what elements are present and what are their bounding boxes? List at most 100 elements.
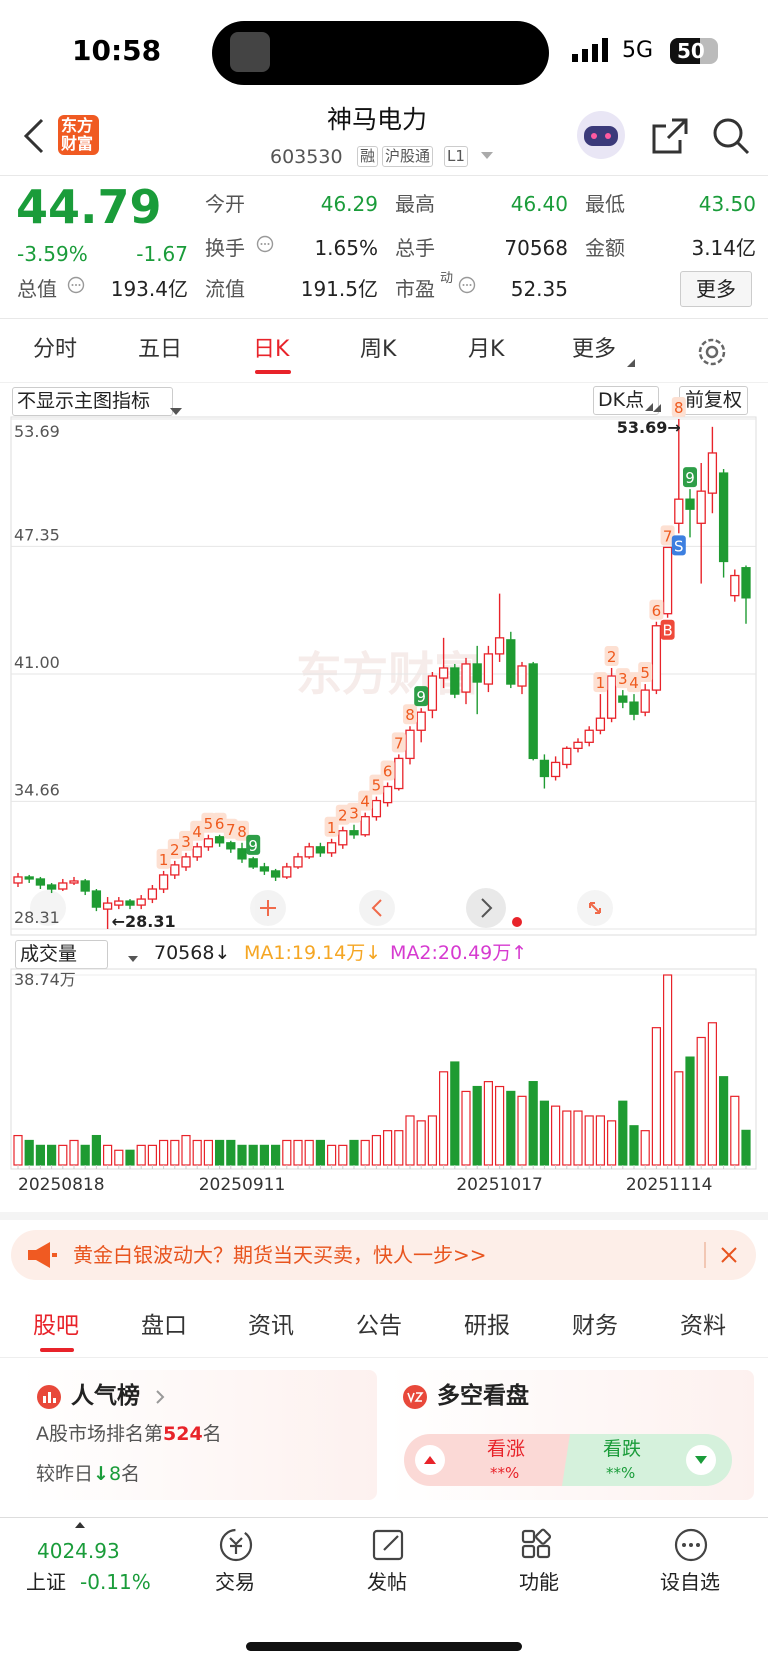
candle-body (282, 866, 292, 878)
candle-body (326, 842, 337, 854)
signal-label: 1 (327, 819, 337, 837)
volume-bar (293, 1139, 303, 1166)
signal-box (380, 760, 395, 781)
candle-body (584, 729, 594, 743)
volume-bar (371, 1134, 381, 1166)
adjust-button[interactable]: 前复权 (679, 386, 749, 415)
info-icon[interactable] (458, 276, 476, 294)
candle-body (125, 900, 135, 906)
news-tab[interactable]: 资料 (680, 1313, 726, 1339)
chart-tab[interactable]: 周K (360, 337, 397, 362)
field-label: 市盈 (395, 277, 435, 301)
signal-box (190, 820, 205, 841)
volume-bar (159, 1139, 169, 1166)
price: 44.79 (16, 180, 162, 234)
candle-body (550, 761, 561, 778)
settings-button[interactable] (696, 336, 728, 368)
candle-body (651, 625, 662, 691)
signal-label: 3 (349, 805, 359, 823)
candle-body (629, 701, 639, 715)
candle-body (338, 830, 348, 846)
signal-label: 5 (372, 777, 382, 795)
volume-bar (506, 1090, 516, 1166)
news-tab[interactable]: 研报 (464, 1313, 510, 1339)
chart-tab[interactable]: 更多 (572, 337, 617, 362)
info-icon[interactable] (67, 276, 85, 294)
volume-bar (102, 1144, 113, 1166)
candle-body (315, 846, 326, 854)
signal-box (638, 662, 653, 683)
y-tick-label: 28.31 (14, 908, 60, 927)
candle-body (707, 452, 718, 494)
clock: 10:58 (72, 34, 162, 67)
info-icon[interactable] (256, 235, 274, 253)
y-tick-label: 47.35 (14, 525, 60, 544)
nav-item[interactable]: 设自选 (660, 1570, 720, 1594)
ad-close[interactable] (700, 1240, 750, 1270)
ad-banner[interactable] (11, 1230, 756, 1280)
volume-bar (741, 1129, 751, 1166)
news-tab[interactable]: 公告 (356, 1313, 402, 1339)
search-button[interactable] (711, 116, 751, 156)
bear-pct: **% (606, 1464, 636, 1482)
stock-code: 603530 (270, 146, 343, 168)
logo-text: 东方 (61, 116, 94, 135)
extreme-label: ←28.31 (112, 912, 176, 931)
chart-tab[interactable]: 分时 (33, 337, 78, 362)
index-name: 上证 (26, 1570, 66, 1594)
volume-bar (427, 1115, 437, 1166)
volume-bar (483, 1081, 493, 1166)
dropdown[interactable] (480, 150, 494, 160)
candle-body (158, 874, 169, 890)
chart-tab[interactable]: 月K (468, 337, 505, 362)
candle-body (730, 574, 740, 597)
vote-icon (403, 1385, 427, 1409)
news-tab[interactable]: 资讯 (248, 1313, 294, 1339)
share-button[interactable] (650, 116, 690, 156)
signal-box (246, 834, 261, 855)
separator (0, 1212, 768, 1220)
rank-prefix: A股市场排名第 (36, 1423, 163, 1445)
signal-box (179, 830, 193, 851)
robot-avatar[interactable] (574, 110, 628, 160)
volume-bar (662, 974, 673, 1166)
signal-label: 4 (360, 793, 370, 811)
change-arrow: ↓ (93, 1463, 109, 1485)
back-button[interactable] (22, 118, 48, 154)
volume-bar (35, 1144, 46, 1166)
signal-box (391, 732, 406, 753)
candle-body (371, 799, 382, 818)
signal-label: 9 (416, 688, 426, 706)
news-tab[interactable]: 财务 (572, 1313, 618, 1339)
change-line: 较昨日↓8名 (36, 1465, 140, 1484)
volume-current: 70568↓ (154, 942, 231, 964)
news-tab[interactable]: 股吧 (33, 1313, 79, 1339)
chart-tab[interactable]: 日K (253, 337, 290, 362)
chart-tab[interactable]: 五日 (138, 337, 183, 362)
nav-item[interactable]: 发帖 (367, 1570, 407, 1594)
volume-bar (80, 1144, 90, 1166)
candle-body (24, 876, 34, 880)
candle-body (80, 880, 90, 892)
badge: 融 (357, 146, 379, 167)
indicator-select[interactable]: 不显示主图指标 (12, 387, 174, 416)
volume-bar (606, 1120, 617, 1166)
field-value: 191.5亿 (300, 277, 378, 301)
signal-box (156, 848, 171, 869)
news-tab[interactable]: 盘口 (141, 1313, 187, 1339)
candle-body (203, 838, 214, 848)
signal-box (414, 686, 429, 707)
popularity-card[interactable] (21, 1370, 377, 1500)
candle-body (539, 759, 550, 778)
signal-box (167, 838, 182, 859)
dk-button[interactable]: DK点 (593, 386, 660, 415)
more-button[interactable]: 更多 (680, 271, 752, 307)
megaphone-icon (28, 1242, 57, 1268)
index-change: -0.11% (80, 1570, 151, 1594)
field-label: 总手 (395, 236, 435, 260)
badge: L1 (444, 146, 468, 167)
candle-body (226, 842, 236, 850)
nav-item[interactable]: 交易 (215, 1570, 255, 1594)
candle-body (427, 675, 438, 711)
nav-item[interactable]: 功能 (519, 1570, 559, 1594)
